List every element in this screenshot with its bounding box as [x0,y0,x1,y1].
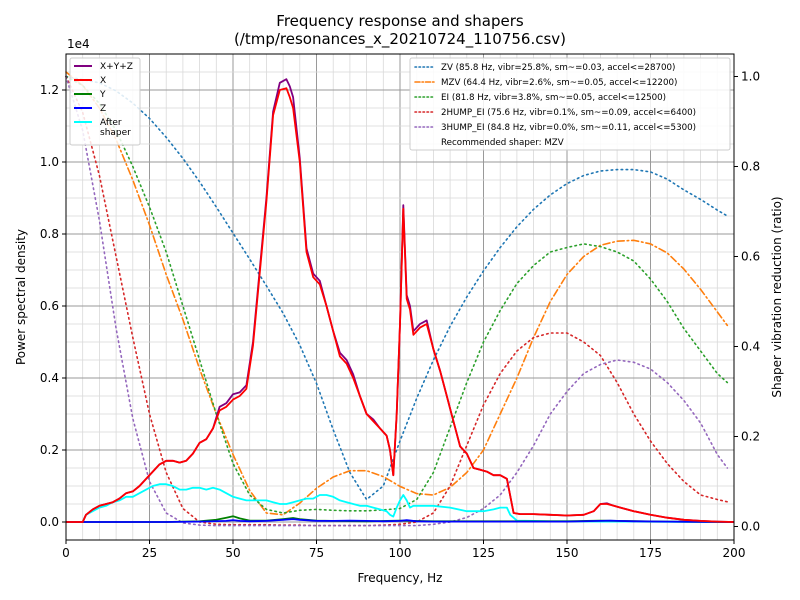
legend-shaper-label: EI (81.8 Hz, vibr=3.8%, sm~=0.05, accel<… [441,93,666,103]
legend-psd-label: X+Y+Z [100,62,133,72]
shaper-line-2hump-ei [65,75,729,527]
psd-line-x [66,87,735,523]
x-tick-label: 200 [723,546,746,560]
y2-tick-label: 0.4 [741,340,760,354]
legend-shaper-label: MZV (64.4 Hz, vibr=2.6%, sm~=0.05, accel… [441,78,677,88]
y-tick-label: 1.2 [40,83,59,97]
shaper-line-mzv [65,71,729,516]
psd-curves [66,78,735,523]
legend-psd-label: X [100,76,106,86]
shaper-line-3hump-ei [65,75,729,527]
recommended-shaper-note: Recommended shaper: MZV [441,138,564,148]
legend-shaper-label: 2HUMP_EI (75.6 Hz, vibr=0.1%, sm~=0.09, … [441,108,696,118]
y-tick-label: 0.0 [40,515,59,529]
x-tick-label: 150 [556,546,579,560]
x-tick-label: 125 [472,546,495,560]
x-axis-ticks: 0 25 50 75 100 125 150 175 200 [62,540,745,560]
shaper-curves [65,71,729,527]
x-tick-label: 50 [225,546,240,560]
x-tick-label: 100 [389,546,412,560]
y2-tick-label: 0.0 [741,520,760,534]
y2-tick-label: 0.6 [741,250,760,264]
chart-subtitle: (/tmp/resonances_x_20210724_110756.csv) [234,30,566,49]
legend-shaper-label: 3HUMP_EI (84.8 Hz, vibr=0.0%, sm~=0.11, … [441,123,696,133]
y2-tick-label: 1.0 [741,70,760,84]
legend-psd-label: Y [99,90,106,100]
legend-shapers-box [409,57,731,151]
shaper-line-zv [65,75,729,501]
x-tick-label: 25 [142,546,157,560]
chart-title: Frequency response and shapers [276,12,524,30]
y-axis-offset-label: 1e4 [67,37,90,51]
y-axis-label: Power spectral density [14,229,28,365]
legend-psd-label: Z [100,104,106,114]
y-axis-ticks: 0.0 0.2 0.4 0.6 0.8 1.0 1.2 [40,83,66,529]
shaper-line-ei [65,75,729,514]
x-axis-label: Frequency, Hz [358,571,443,585]
y-tick-label: 0.6 [40,299,59,313]
legend-shapers: ZV (85.8 Hz, vibr=25.8%, sm~=0.03, accel… [409,57,731,151]
legend-shaper-label: ZV (85.8 Hz, vibr=25.8%, sm~=0.03, accel… [441,63,675,73]
x-tick-label: 175 [639,546,662,560]
y2-axis-ticks: 0.0 0.2 0.4 0.6 0.8 1.0 [734,70,760,534]
y-tick-label: 0.2 [40,443,59,457]
grid [65,53,735,541]
legend-psd-label: After [100,118,122,128]
y-tick-label: 0.4 [40,371,59,385]
y2-tick-label: 0.2 [741,430,760,444]
y2-axis-label: Shaper vibration reduction (ratio) [770,196,784,397]
y-tick-label: 1.0 [40,155,59,169]
psd-line-z [66,518,735,523]
legend-psd-label: shaper [100,128,131,138]
y-tick-label: 0.8 [40,227,59,241]
x-tick-label: 0 [62,546,70,560]
psd-line-after-shaper [66,483,734,523]
x-tick-label: 75 [309,546,324,560]
y2-tick-label: 0.8 [741,160,760,174]
